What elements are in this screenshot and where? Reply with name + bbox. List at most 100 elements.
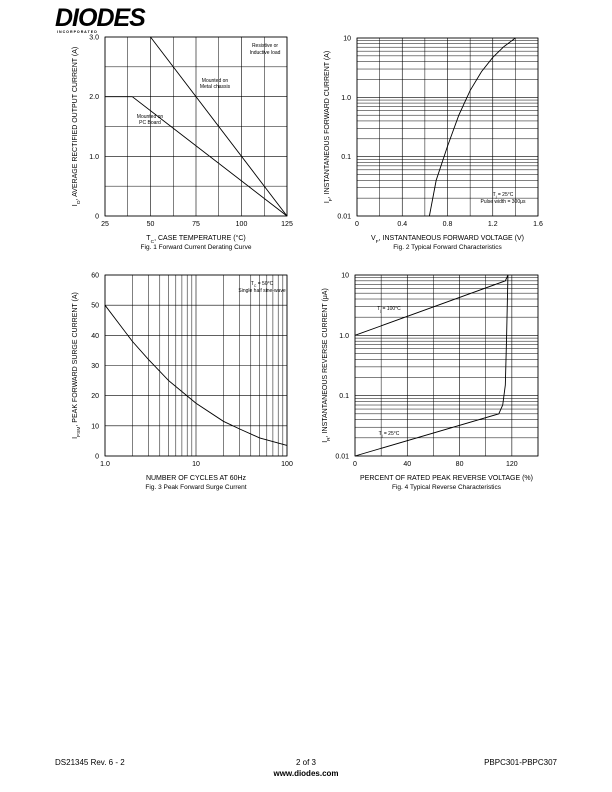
- y-tick-label: 0: [95, 214, 99, 221]
- annotation: Pulse width = 300μs: [481, 199, 526, 205]
- y-axis-label-part: I: [72, 204, 79, 206]
- y-tick-label: 1.0: [339, 333, 349, 340]
- x-tick-label: 0.8: [443, 221, 453, 228]
- annotation-part: T: [493, 192, 496, 198]
- annotation: Single half sine-wave: [238, 288, 285, 294]
- x-axis-label-part: F: [376, 239, 379, 245]
- y-axis-label: IO, AVERAGE RECTIFIED OUTPUT CURRENT (A): [72, 47, 82, 206]
- series-line: [105, 96, 288, 217]
- y-tick-label: 0.01: [337, 214, 351, 221]
- annotation-part: C: [254, 284, 257, 288]
- x-axis-label-part: NUMBER OF CYCLES AT 60Hz: [146, 475, 247, 482]
- footer-left: DS21345 Rev. 6 - 2: [55, 758, 125, 767]
- annotation: Tj = 25°C: [493, 192, 514, 199]
- y-axis-label-part: , INSTANTANEOUS REVERSE CURRENT (μA): [322, 288, 329, 437]
- x-axis-label-part: C: [151, 239, 155, 245]
- curve-label-part: T: [377, 306, 380, 312]
- y-axis-label: IFSM, PEAK FORWARD SURGE CURRENT (A): [72, 292, 82, 439]
- x-tick-label: 100: [236, 221, 248, 228]
- annotation: Inductive load: [250, 50, 281, 56]
- y-tick-label: 30: [91, 363, 99, 370]
- x-tick-label: 50: [147, 221, 155, 228]
- footer-right: PBPC301-PBPC307: [484, 758, 557, 767]
- y-axis-label-part: , INSTANTANEOUS FORWARD CURRENT (A): [324, 51, 331, 198]
- y-axis-label-part: , PEAK FORWARD SURGE CURRENT (A): [72, 292, 79, 426]
- annotation-part: j: [495, 195, 497, 199]
- y-axis-label-part: , AVERAGE RECTIFIED OUTPUT CURRENT (A): [72, 47, 79, 201]
- caption: Fig. 4 Typical Reverse Characteristics: [392, 484, 502, 491]
- y-tick-label: 10: [343, 36, 351, 43]
- y-tick-label: 40: [91, 333, 99, 340]
- x-tick-label: 1.0: [100, 461, 110, 468]
- y-tick-label: 0.01: [335, 454, 349, 461]
- y-tick-label: 50: [91, 303, 99, 310]
- series-line: [354, 274, 509, 457]
- y-axis-label-part: F: [328, 198, 334, 201]
- y-axis-label-part: I: [72, 437, 79, 439]
- plot-frame: [354, 274, 539, 457]
- caption: Fig. 2 Typical Forward Characteristics: [393, 244, 502, 251]
- caption: Fig. 3 Peak Forward Surge Current: [145, 484, 246, 491]
- logo: DIODES: [55, 4, 146, 32]
- x-tick-label: 0: [355, 221, 359, 228]
- y-tick-label: 1.0: [341, 95, 351, 102]
- x-axis-label-part: V: [371, 235, 376, 242]
- x-tick-label: 75: [192, 221, 200, 228]
- x-tick-label: 10: [192, 461, 200, 468]
- y-axis-label-part: FSM: [76, 427, 82, 437]
- annotation: Resistive or: [252, 43, 278, 49]
- y-axis-label-part: O: [76, 200, 82, 204]
- annotation-part: = 25°C: [496, 192, 513, 198]
- y-tick-label: 3.0: [89, 35, 99, 42]
- annotation: TC = 50°C: [251, 281, 274, 288]
- y-tick-label: 2.0: [89, 94, 99, 101]
- x-axis-label-part: T: [146, 235, 151, 242]
- x-tick-label: 1.6: [533, 221, 543, 228]
- curve-label: Metal chassis: [200, 84, 231, 90]
- y-tick-label: 20: [91, 393, 99, 400]
- curve-label: Mounted on: [202, 78, 229, 84]
- y-axis-label-part: I: [322, 441, 329, 443]
- x-tick-label: 1.2: [488, 221, 498, 228]
- plot-frame: [356, 37, 539, 217]
- footer-url: www.diodes.com: [272, 769, 338, 778]
- curve-label: Tj = 25°C: [379, 431, 400, 438]
- y-axis-label: IR, INSTANTANEOUS REVERSE CURRENT (μA): [322, 288, 332, 443]
- x-tick-label: 0: [353, 461, 357, 468]
- curve-label-part: = 25°C: [382, 431, 399, 437]
- x-tick-label: 120: [506, 461, 518, 468]
- series-line: [104, 304, 288, 446]
- x-tick-label: 0.4: [397, 221, 407, 228]
- series-line: [354, 274, 509, 336]
- curve-label: Mounted on: [137, 114, 164, 120]
- y-tick-label: 0.1: [339, 393, 349, 400]
- plot-frame: [104, 274, 288, 457]
- y-axis-label-part: R: [326, 437, 332, 441]
- x-axis-label: VF, INSTANTANEOUS FORWARD VOLTAGE (V): [371, 235, 524, 245]
- y-tick-label: 0: [95, 454, 99, 461]
- series-line: [428, 37, 516, 217]
- x-axis-label: PERCENT OF RATED PEAK REVERSE VOLTAGE (%…: [360, 475, 533, 482]
- x-tick-label: 100: [281, 461, 293, 468]
- annotation-part: = 50°C: [256, 281, 273, 287]
- series-line: [150, 36, 288, 217]
- curve-label-part: T: [379, 431, 382, 437]
- x-tick-label: 125: [281, 221, 293, 228]
- x-axis-label-part: , CASE TEMPERATURE (°C): [154, 234, 246, 242]
- y-axis-label-part: I: [324, 201, 331, 203]
- y-tick-label: 60: [91, 273, 99, 280]
- x-tick-label: 25: [101, 221, 109, 228]
- logo-sub: I N C O R P O R A T E D: [57, 30, 97, 34]
- curve-label-part: j: [381, 434, 383, 438]
- x-tick-label: 40: [403, 461, 411, 468]
- annotation-part: T: [251, 281, 254, 287]
- x-axis-label-part: PERCENT OF RATED PEAK REVERSE VOLTAGE (%…: [360, 475, 533, 482]
- y-tick-label: 10: [341, 273, 349, 280]
- curve-label: Tj = 100°C: [377, 306, 401, 313]
- curve-label: PC Board: [139, 120, 161, 126]
- curve-label-part: j: [379, 309, 381, 313]
- x-axis-label: NUMBER OF CYCLES AT 60Hz: [146, 475, 247, 482]
- y-tick-label: 1.0: [89, 154, 99, 161]
- footer-page: 2 of 3: [296, 758, 317, 767]
